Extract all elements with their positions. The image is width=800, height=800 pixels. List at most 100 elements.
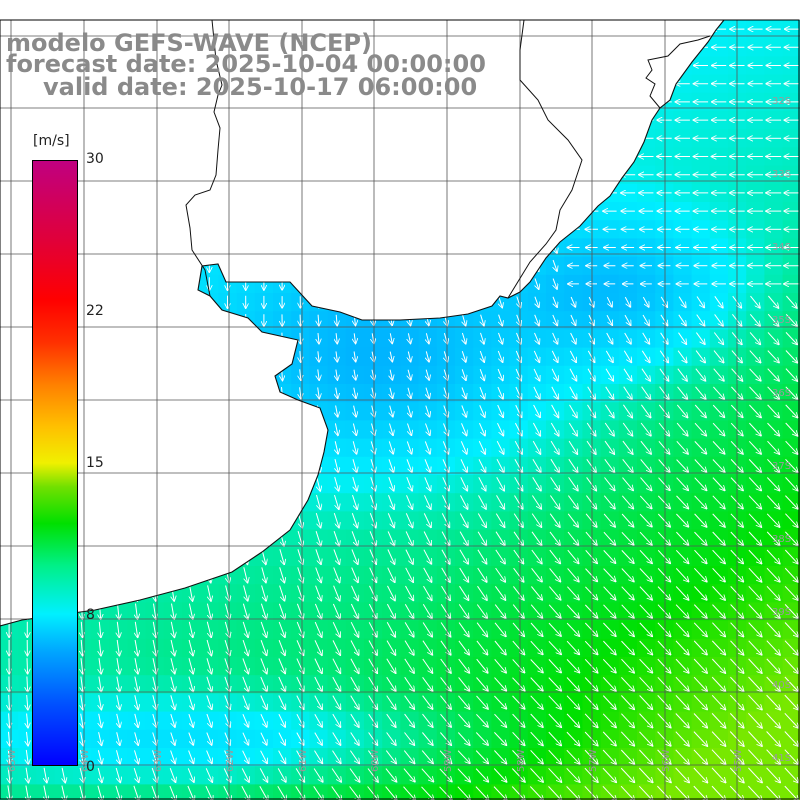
wind-cell (182, 511, 201, 531)
wind-cell (491, 165, 511, 185)
wind-cell (218, 547, 238, 567)
wind-cell (436, 165, 456, 185)
wind-cell (109, 566, 128, 585)
wind-cell (200, 183, 219, 203)
wind-cell (291, 493, 310, 512)
wind-cell (400, 220, 420, 239)
wind-cell (254, 165, 274, 185)
wind-cell (163, 183, 183, 203)
wind-vector (464, 131, 465, 145)
wind-vector (282, 350, 283, 363)
wind-cell (291, 256, 310, 276)
wind-cell (127, 365, 147, 385)
wind-cell (200, 438, 219, 458)
wind-vector (535, 222, 539, 236)
lon-label: 65W (7, 749, 18, 772)
wind-cell (546, 165, 565, 185)
wind-vector (409, 204, 410, 218)
wind-cell (400, 202, 420, 221)
wind-cell (236, 165, 256, 185)
wind-cell (109, 547, 128, 567)
wind-cell (364, 111, 383, 130)
wind-cell (254, 347, 274, 367)
wind-cell (0, 129, 19, 148)
wind-cell (309, 220, 329, 239)
wind-vector (209, 440, 210, 455)
wind-vector (481, 204, 483, 218)
wind-cell (182, 329, 201, 349)
wind-cell (436, 202, 456, 221)
wind-cell (163, 293, 183, 312)
wind-cell (182, 529, 201, 549)
wind-cell (491, 92, 511, 112)
wind-cell (127, 147, 147, 167)
wind-vector (536, 40, 537, 54)
wind-cell (200, 347, 219, 367)
wind-cell (291, 147, 310, 167)
wind-vector (154, 494, 155, 510)
wind-cell (236, 147, 256, 167)
wind-cell (18, 111, 37, 130)
wind-vector (190, 549, 192, 565)
wind-cell (254, 438, 274, 458)
wind-cell (364, 183, 383, 203)
wind-vector (427, 167, 428, 182)
wind-cell (145, 147, 165, 167)
wind-cell (327, 183, 347, 203)
wind-cell (400, 183, 420, 203)
wind-vector (409, 240, 410, 254)
wind-cell (527, 92, 547, 112)
wind-vector (136, 585, 138, 601)
wind-cell (109, 165, 128, 185)
wind-cell (182, 365, 201, 385)
wind-cell (491, 129, 511, 148)
wind-cell (455, 147, 474, 167)
wind-cell (455, 165, 474, 185)
wind-cell (327, 784, 347, 800)
wind-cell (364, 293, 383, 312)
wind-vector (553, 167, 556, 182)
wind-cell (109, 529, 128, 549)
wind-cell (418, 256, 438, 276)
wind-cell (145, 256, 165, 276)
wind-cell (0, 493, 19, 512)
wind-cell (455, 256, 474, 276)
wind-cell (436, 293, 456, 312)
wind-cell (109, 365, 128, 385)
wind-vector (518, 94, 520, 109)
wind-vector (391, 204, 392, 218)
wind-cell (54, 111, 74, 130)
wind-cell (182, 147, 201, 167)
wind-cell (291, 784, 310, 800)
wind-cell (236, 256, 256, 276)
wind-cell (0, 420, 19, 440)
wind-vector (499, 277, 502, 290)
wind-cell (618, 74, 638, 94)
lon-label: 55W (733, 749, 744, 772)
wind-cell (127, 183, 147, 203)
wind-cell (218, 165, 238, 185)
wind-cell (182, 566, 201, 585)
wind-cell (327, 220, 347, 239)
wind-vector (427, 222, 429, 236)
wind-cell (527, 56, 547, 76)
wind-vector (391, 240, 392, 254)
wind-cell (273, 475, 292, 494)
wind-cell (0, 111, 19, 130)
wind-cell (163, 566, 183, 585)
wind-vector (118, 549, 119, 565)
wind-vector (336, 277, 337, 290)
wind-cell (182, 547, 201, 567)
wind-cell (509, 183, 529, 203)
lon-label: 61W (298, 749, 309, 772)
wind-cell (218, 147, 238, 167)
wind-vector (500, 76, 501, 91)
wind-cell (491, 256, 511, 276)
wind-cell (345, 274, 365, 294)
wind-cell (527, 165, 547, 185)
wind-vector (409, 296, 411, 308)
wind-vector (537, 22, 538, 36)
wind-cell (109, 129, 128, 148)
wind-cell (0, 274, 19, 294)
wind-cell (127, 547, 147, 567)
